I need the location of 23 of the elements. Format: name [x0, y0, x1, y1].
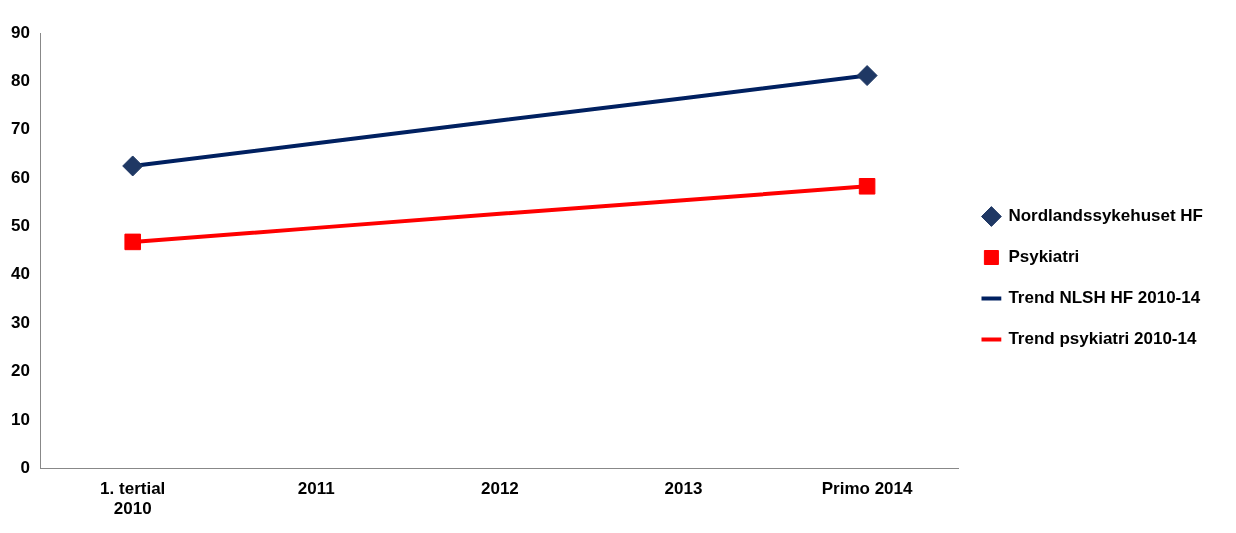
point — [858, 178, 876, 195]
point — [122, 155, 144, 177]
legend-label: Nordlandssykehuset HF — [1008, 206, 1204, 226]
x-tick-label: 2013 — [664, 479, 703, 499]
point — [124, 233, 141, 251]
legend-label: Trend psykiatri 2010-14 — [1008, 329, 1197, 349]
y-tick-label: 10 — [10, 409, 30, 429]
y-tick-label: 80 — [10, 71, 30, 91]
x-tick-label: Primo 2014 — [821, 479, 913, 499]
x-tick-label: 2012 — [480, 479, 519, 499]
x-tick-label: 2011 — [297, 479, 335, 499]
legend-label: Trend NLSH HF 2010-14 — [1008, 288, 1201, 308]
legend-label: Psykiatri — [1008, 247, 1080, 267]
y-tick-label: 0 — [20, 457, 30, 477]
y-tick-label: 70 — [10, 119, 30, 139]
point — [856, 65, 878, 87]
y-tick-label: 90 — [10, 22, 30, 42]
x-tick-label: 1. tertial 2010 — [100, 479, 166, 519]
y-tick-label: 60 — [10, 167, 30, 187]
y-tick-label: 20 — [10, 361, 30, 381]
y-tick-label: 40 — [10, 264, 30, 284]
y-tick-label: 30 — [10, 312, 30, 332]
y-tick-label: 50 — [10, 216, 30, 236]
